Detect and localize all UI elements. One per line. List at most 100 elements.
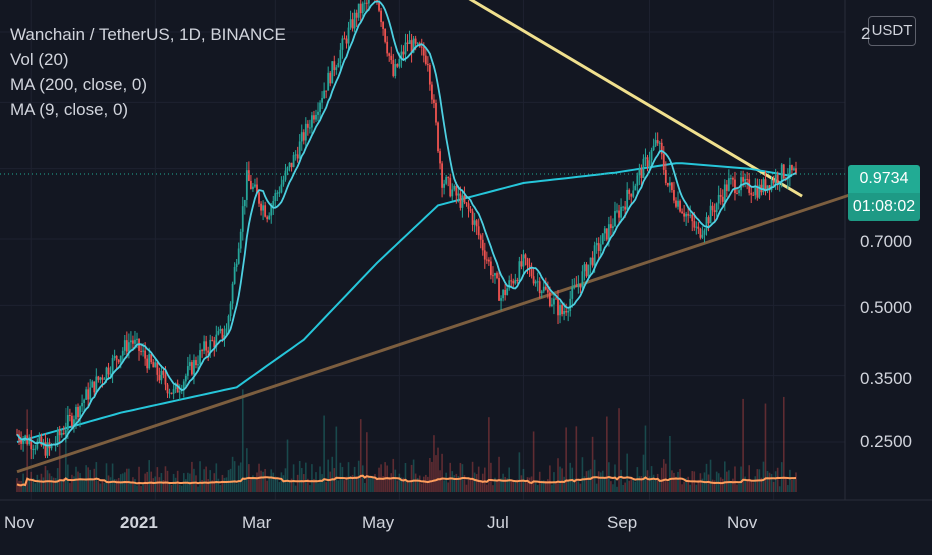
volume-bar — [723, 461, 726, 492]
volume-bar — [250, 476, 252, 492]
volume-bar — [483, 467, 486, 492]
candle-body — [140, 350, 142, 352]
candle-body — [154, 362, 157, 368]
candle-body — [561, 305, 563, 315]
volume-bar — [719, 477, 722, 492]
volume-bar — [111, 463, 114, 492]
volume-bar — [138, 466, 140, 492]
volume-bar — [262, 471, 264, 492]
currency-badge[interactable]: USDT — [868, 16, 916, 46]
candle-body — [111, 358, 114, 374]
volume-bar — [288, 480, 291, 492]
volume-bar — [632, 479, 635, 492]
ma9-indicator-label[interactable]: MA (9, close, 0) — [10, 100, 129, 119]
candle-body — [567, 310, 570, 313]
candle-body — [272, 201, 275, 206]
volume-bar — [290, 478, 293, 492]
candle-body — [323, 90, 326, 99]
candle-body — [219, 328, 222, 332]
candle-body — [148, 354, 151, 369]
volume-bar — [282, 475, 285, 492]
candle-body — [595, 242, 598, 246]
candle-body — [638, 169, 641, 176]
volume-bar — [300, 468, 303, 492]
candle-body — [520, 261, 523, 267]
volume-bar — [168, 482, 171, 492]
volume-bar — [221, 474, 224, 492]
volume-indicator-label[interactable]: Vol (20) — [10, 50, 69, 69]
candle-body — [390, 55, 393, 61]
candle-body — [532, 276, 535, 284]
candle-body — [426, 64, 429, 66]
volume-bar — [422, 476, 425, 492]
candle-body — [286, 167, 289, 171]
candle-body — [443, 183, 446, 188]
volume-bar — [77, 471, 79, 492]
candle-body — [555, 298, 557, 300]
candle-body — [445, 177, 448, 184]
candle-body — [609, 224, 612, 229]
candle-body — [247, 170, 250, 181]
candle-body — [327, 72, 330, 91]
volume-bar — [624, 482, 626, 492]
candle-body — [591, 257, 594, 266]
candle-body — [351, 19, 354, 29]
volume-bar — [117, 477, 120, 492]
volume-bar — [170, 485, 173, 492]
volume-bar — [532, 431, 535, 492]
candle-body — [467, 203, 470, 209]
volume-bar — [648, 476, 651, 492]
candle-body — [607, 224, 610, 240]
candle-body — [516, 279, 519, 281]
candle-body — [579, 284, 582, 288]
candle-body — [382, 22, 385, 29]
volume-bar — [215, 463, 218, 492]
candle-body — [227, 316, 230, 329]
candle-body — [199, 350, 201, 365]
candle-body — [518, 261, 521, 281]
volume-bar — [656, 473, 659, 492]
volume-bar — [555, 482, 557, 492]
symbol-title[interactable]: Wanchain / TetherUS, 1D, BINANCE — [10, 25, 286, 44]
volume-bar — [520, 475, 523, 492]
candle-body — [337, 63, 340, 68]
volume-bar — [795, 472, 797, 492]
candle-body — [329, 72, 332, 84]
candle-body — [551, 304, 553, 307]
candle-body — [197, 364, 199, 366]
volume-bar — [561, 468, 563, 492]
volume-bar — [789, 469, 791, 492]
candle-body — [22, 438, 25, 444]
volume-bar — [764, 403, 767, 492]
volume-bar — [679, 468, 681, 492]
ma200-indicator-label[interactable]: MA (200, close, 0) — [10, 75, 148, 94]
candle-body — [664, 169, 667, 183]
volume-bar — [408, 482, 411, 492]
candle-body — [215, 334, 218, 348]
volume-bar — [681, 484, 683, 492]
volume-bar — [91, 478, 94, 492]
candle-body — [435, 102, 437, 123]
candle-body — [79, 406, 81, 418]
volume-bar — [32, 478, 35, 492]
volume-bar — [512, 480, 515, 492]
volume-bar — [486, 484, 488, 492]
candle-body — [40, 436, 43, 446]
x-tick-label: Mar — [242, 513, 272, 532]
x-tick-label: 2021 — [120, 513, 158, 532]
candle-body — [252, 186, 254, 189]
volume-bar — [772, 481, 775, 492]
volume-bar — [673, 472, 675, 492]
volume-bar — [766, 470, 769, 492]
candle-body — [384, 28, 387, 42]
candle-body — [479, 235, 482, 240]
candle-body — [575, 285, 578, 288]
volume-bar — [601, 470, 604, 492]
volume-bar — [492, 485, 494, 492]
volume-bar — [176, 470, 179, 492]
volume-bar — [612, 484, 614, 492]
candle-body — [146, 358, 149, 369]
candle-body — [717, 194, 720, 204]
